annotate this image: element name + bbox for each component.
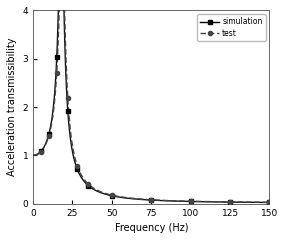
X-axis label: Frequency (Hz): Frequency (Hz) [115,223,188,233]
Legend: simulation, test: simulation, test [197,14,266,41]
Y-axis label: Acceleration transmissibility: Acceleration transmissibility [7,38,17,176]
